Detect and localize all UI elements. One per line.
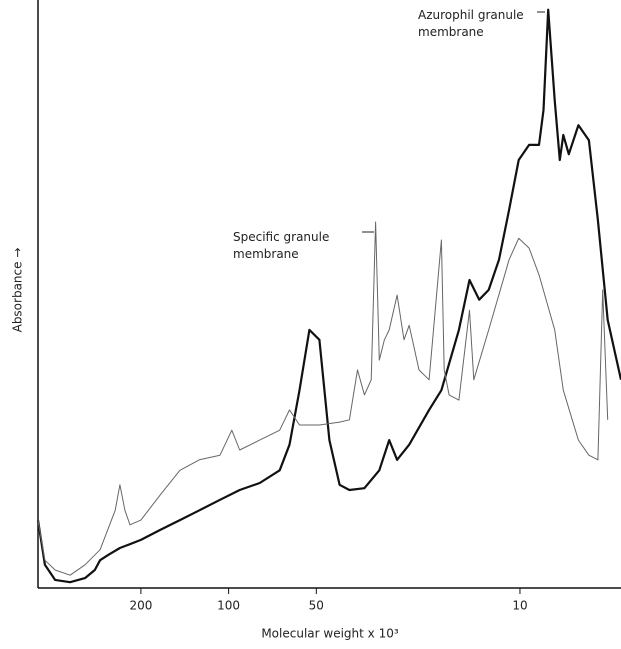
x-axis-label: Molecular weight x 10³ <box>261 627 399 641</box>
series-annotation: Specific granule membrane <box>233 230 329 261</box>
y-axis-label: Absorbance → <box>11 248 25 333</box>
series-line <box>37 221 609 576</box>
x-tick-label: 100 <box>217 599 240 613</box>
series-annotation: Azurophil granule membrane <box>418 8 524 39</box>
series-line <box>36 8 621 584</box>
x-tick-label: 10 <box>512 599 527 613</box>
x-tick-label: 50 <box>309 599 324 613</box>
x-tick-label: 200 <box>129 599 152 613</box>
